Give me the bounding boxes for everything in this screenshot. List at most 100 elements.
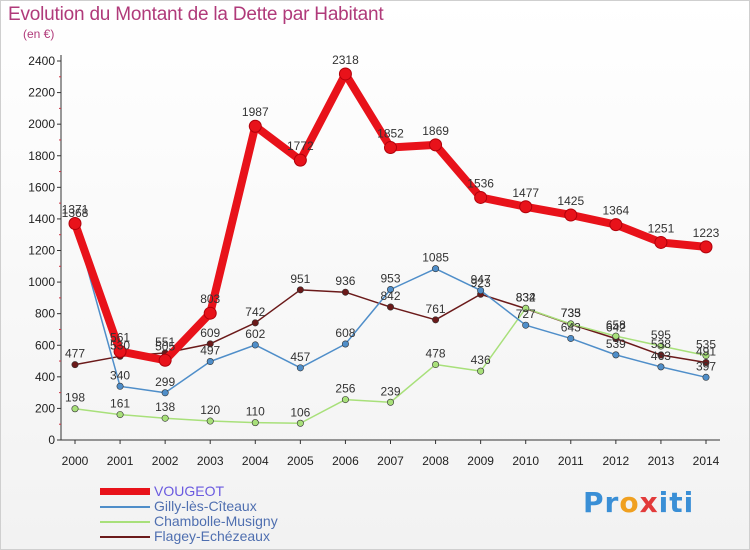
data-label-vougeot: 1371 [62, 202, 89, 216]
y-tick-label: 1000 [28, 275, 55, 289]
data-label-vougeot: 803 [200, 292, 220, 306]
data-label-flagey-ech-zeaux: 742 [245, 305, 265, 319]
data-point-chambolle-musigny [477, 367, 485, 375]
x-tick-label: 2012 [603, 454, 630, 468]
data-point-chambolle-musigny [296, 419, 304, 427]
data-point-flagey-ech-zeaux [702, 358, 710, 366]
data-label-gilly-l-s-c-teaux: 539 [606, 337, 626, 351]
data-label-flagey-ech-zeaux: 733 [561, 306, 581, 320]
data-point-chambolle-musigny [116, 411, 124, 419]
x-tick-label: 2010 [512, 454, 539, 468]
data-label-flagey-ech-zeaux: 832 [516, 291, 536, 305]
y-tick-label: 400 [35, 370, 55, 384]
data-point-gilly-l-s-c-teaux [206, 358, 214, 366]
data-point-vougeot [293, 153, 307, 167]
y-tick-label: 1600 [28, 180, 55, 194]
data-label-gilly-l-s-c-teaux: 643 [561, 320, 581, 334]
data-point-gilly-l-s-c-teaux [116, 382, 124, 390]
y-tick-label: 2200 [28, 86, 55, 100]
x-tick-label: 2006 [332, 454, 359, 468]
data-label-chambolle-musigny: 595 [651, 328, 671, 342]
data-label-gilly-l-s-c-teaux: 463 [651, 349, 671, 363]
data-label-gilly-l-s-c-teaux: 953 [380, 272, 400, 286]
logo-letter: o [619, 486, 640, 519]
x-tick-label: 2001 [107, 454, 134, 468]
data-label-chambolle-musigny: 735 [561, 306, 581, 320]
data-point-vougeot [654, 235, 668, 249]
data-point-chambolle-musigny [702, 352, 710, 360]
data-label-flagey-ech-zeaux: 538 [651, 337, 671, 351]
data-label-vougeot: 1772 [287, 139, 314, 153]
data-point-chambolle-musigny [612, 332, 620, 340]
y-tick-label: 1400 [28, 212, 55, 226]
data-point-chambolle-musigny [71, 405, 79, 413]
data-point-flagey-ech-zeaux [386, 303, 394, 311]
data-label-chambolle-musigny: 161 [110, 397, 130, 411]
data-label-gilly-l-s-c-teaux: 1368 [62, 206, 89, 220]
x-tick-label: 2013 [648, 454, 675, 468]
data-label-flagey-ech-zeaux: 491 [696, 344, 716, 358]
data-label-chambolle-musigny: 239 [380, 384, 400, 398]
logo-letter: P [583, 486, 605, 519]
data-label-chambolle-musigny: 658 [606, 318, 626, 332]
data-label-flagey-ech-zeaux: 842 [380, 289, 400, 303]
data-label-gilly-l-s-c-teaux: 299 [155, 375, 175, 389]
data-label-chambolle-musigny: 256 [335, 382, 355, 396]
data-label-gilly-l-s-c-teaux: 602 [245, 327, 265, 341]
data-point-vougeot [248, 119, 262, 133]
logo-letter: i [658, 486, 670, 519]
data-point-chambolle-musigny [386, 398, 394, 406]
legend-label-chambolle: Chambolle-Musigny [154, 513, 278, 529]
data-point-chambolle-musigny [161, 414, 169, 422]
data-point-gilly-l-s-c-teaux [522, 321, 530, 329]
data-point-vougeot [113, 344, 127, 358]
data-label-vougeot: 1477 [512, 186, 539, 200]
data-label-vougeot: 1869 [422, 124, 449, 138]
data-label-vougeot: 1364 [603, 204, 630, 218]
data-label-flagey-ech-zeaux: 923 [471, 276, 491, 290]
x-tick-label: 2009 [467, 454, 494, 468]
data-label-chambolle-musigny: 120 [200, 403, 220, 417]
y-tick-label: 1200 [28, 244, 55, 258]
data-label-vougeot: 1987 [242, 105, 269, 119]
x-tick-label: 2004 [242, 454, 269, 468]
data-point-gilly-l-s-c-teaux [161, 389, 169, 397]
y-tick-label: 1800 [28, 149, 55, 163]
data-point-chambolle-musigny [341, 396, 349, 404]
data-label-chambolle-musigny: 478 [426, 347, 446, 361]
proxiti-logo: Proxiti [583, 486, 694, 519]
x-tick-label: 2003 [197, 454, 224, 468]
data-label-vougeot: 2318 [332, 53, 359, 67]
data-point-vougeot [203, 306, 217, 320]
legend-swatch-chambolle [100, 521, 150, 523]
data-point-flagey-ech-zeaux [432, 316, 440, 324]
data-point-gilly-l-s-c-teaux [296, 364, 304, 372]
data-label-vougeot: 1536 [467, 176, 494, 190]
legend-swatch-vougeot [100, 488, 150, 495]
data-label-flagey-ech-zeaux: 761 [426, 302, 446, 316]
data-point-vougeot [429, 138, 443, 152]
data-label-flagey-ech-zeaux: 530 [110, 338, 130, 352]
data-label-flagey-ech-zeaux: 951 [290, 272, 310, 286]
data-label-gilly-l-s-c-teaux: 947 [471, 272, 491, 286]
data-point-gilly-l-s-c-teaux [657, 363, 665, 371]
data-label-flagey-ech-zeaux: 936 [335, 274, 355, 288]
chart-subtitle: (en €) [23, 27, 55, 41]
x-tick-label: 2000 [62, 454, 89, 468]
data-label-vougeot: 1223 [693, 226, 720, 240]
logo-letter: x [639, 486, 659, 519]
data-point-chambolle-musigny [657, 342, 665, 350]
data-point-flagey-ech-zeaux [296, 286, 304, 294]
data-point-gilly-l-s-c-teaux [251, 341, 259, 349]
y-tick-label: 800 [35, 307, 55, 321]
logo-letter: r [604, 486, 620, 519]
data-point-flagey-ech-zeaux [71, 361, 79, 369]
chart-title: Evolution du Montant de la Dette par Hab… [8, 4, 384, 25]
legend-swatch-gilly [100, 506, 150, 508]
data-label-vougeot: 561 [110, 330, 130, 344]
data-label-chambolle-musigny: 110 [246, 405, 265, 419]
data-point-vougeot [519, 200, 533, 214]
data-point-vougeot [609, 218, 623, 232]
data-point-chambolle-musigny [567, 320, 575, 328]
